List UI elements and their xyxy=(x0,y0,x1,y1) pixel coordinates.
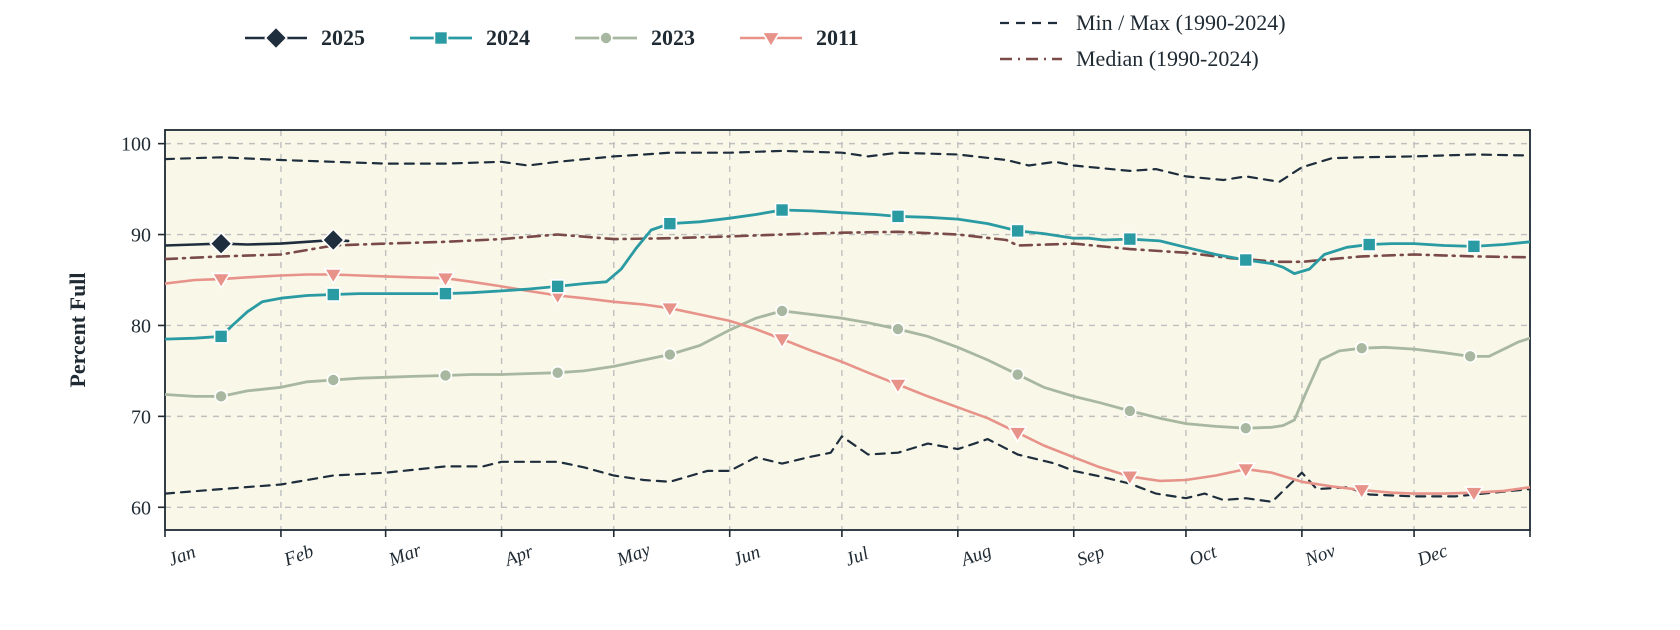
legend-label-median: Median (1990-2024) xyxy=(1076,46,1259,71)
svg-text:Oct: Oct xyxy=(1186,541,1220,570)
svg-text:60: 60 xyxy=(131,497,151,519)
svg-text:Jun: Jun xyxy=(730,542,763,571)
svg-text:Apr: Apr xyxy=(500,541,536,571)
legend-label-2011: 2011 xyxy=(816,25,859,50)
y-axis-label: Percent Full xyxy=(65,272,90,387)
svg-text:Mar: Mar xyxy=(385,540,424,571)
svg-text:100: 100 xyxy=(121,134,151,156)
svg-text:Sep: Sep xyxy=(1074,542,1107,571)
svg-text:90: 90 xyxy=(131,225,151,247)
legend-label-2023: 2023 xyxy=(651,25,695,50)
svg-text:80: 80 xyxy=(131,315,151,337)
chart-container: 60 70 80 90 100 Percent Full Jan Feb Mar Apr May Ju… xyxy=(0,0,1680,630)
line-chart: 60 70 80 90 100 Percent Full Jan Feb Mar Apr May Ju… xyxy=(0,0,1680,630)
svg-text:Dec: Dec xyxy=(1414,540,1451,571)
svg-text:70: 70 xyxy=(131,406,151,428)
svg-text:Aug: Aug xyxy=(956,540,994,571)
legend-group-1: Min / Max (1990-2024) Median (1990-2024) xyxy=(1000,10,1286,71)
svg-text:Jul: Jul xyxy=(842,543,871,571)
svg-text:Feb: Feb xyxy=(281,541,317,571)
legend-label-2024: 2024 xyxy=(486,25,530,50)
svg-text:Nov: Nov xyxy=(1301,540,1338,571)
legend-group-0: 2025 2024 2023 2011 xyxy=(245,25,859,50)
legend-label-2025: 2025 xyxy=(321,25,365,50)
svg-text:Jan: Jan xyxy=(166,542,199,571)
svg-text:May: May xyxy=(613,539,653,571)
legend-label-minmax: Min / Max (1990-2024) xyxy=(1076,10,1286,35)
